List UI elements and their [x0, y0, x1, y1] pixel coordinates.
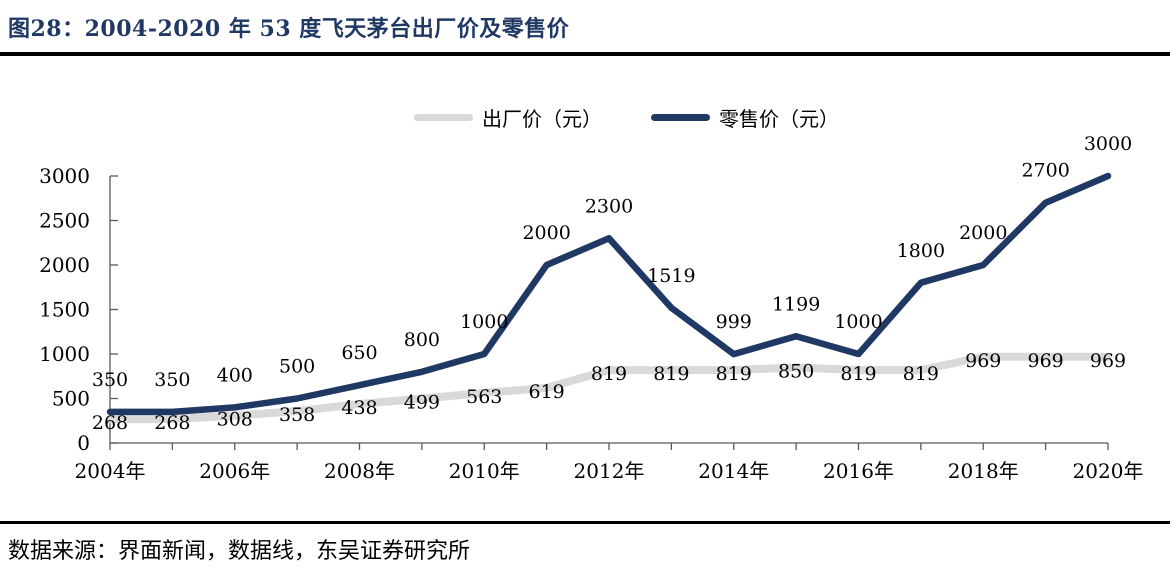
x-axis-label: 2016年 [823, 459, 894, 483]
factory-price-label: 969 [1090, 350, 1126, 372]
factory-price-label: 819 [903, 363, 939, 385]
x-axis-label: 2014年 [698, 459, 769, 483]
factory-price-label: 819 [653, 363, 689, 385]
factory-price-label: 819 [591, 363, 627, 385]
retail-price-label: 800 [404, 329, 440, 351]
factory-price-line [106, 352, 1112, 424]
factory-line-swatch [414, 114, 473, 121]
footer-rule [0, 521, 1170, 524]
data-source: 数据来源：界面新闻，数据线，东吴证券研究所 [8, 539, 471, 564]
factory-price-label: 268 [92, 412, 128, 434]
retail-price-label: 500 [279, 356, 315, 378]
retail-price-label: 2700 [1021, 160, 1069, 182]
retail-price-line [106, 172, 1112, 416]
y-axis-label: 0 [77, 431, 90, 455]
retail-price-label: 1519 [647, 265, 695, 287]
factory-price-label: 969 [965, 350, 1001, 372]
retail-price-label: 2000 [522, 222, 570, 244]
retail-price-label: 350 [154, 369, 190, 391]
x-axis-label: 2006年 [199, 459, 270, 483]
retail-price-label: 2000 [959, 222, 1007, 244]
y-axis-label: 500 [52, 387, 90, 411]
y-axis-label: 1000 [39, 342, 90, 366]
factory-price-label: 619 [528, 381, 564, 403]
factory-price-label: 819 [840, 363, 876, 385]
factory-price-label: 563 [466, 386, 502, 408]
factory-price-label: 308 [217, 409, 253, 431]
retail-line-swatch [651, 114, 710, 121]
factory-price-label: 358 [279, 404, 315, 426]
legend-label-factory: 出厂价（元） [482, 107, 602, 131]
retail-price-label: 350 [92, 369, 128, 391]
x-axis-label: 2010年 [449, 459, 520, 483]
factory-price-label: 969 [1027, 350, 1063, 372]
legend-item-retail: 零售价（元） [651, 103, 839, 132]
x-axis-label: 2004年 [75, 459, 146, 483]
retail-price-label: 1000 [834, 311, 882, 333]
retail-price-label: 3000 [1084, 133, 1132, 155]
factory-price-label: 268 [154, 412, 190, 434]
retail-price-label: 999 [716, 311, 752, 333]
factory-price-label: 438 [341, 397, 377, 419]
x-axis-label: 2020年 [1073, 459, 1144, 483]
figure-title: 图28：2004-2020 年 53 度飞天茅台出厂价及零售价 [8, 16, 570, 42]
retail-price-label: 650 [341, 342, 377, 364]
legend-item-factory: 出厂价（元） [414, 103, 602, 132]
retail-price-label: 1199 [772, 293, 820, 315]
y-axis-label: 3000 [39, 164, 90, 188]
x-axis-label: 2012年 [574, 459, 645, 483]
retail-price-label: 400 [217, 364, 253, 386]
retail-price-label: 1000 [460, 311, 508, 333]
factory-price-label: 850 [778, 360, 814, 382]
legend-label-retail: 零售价（元） [719, 107, 839, 131]
retail-price-label: 1800 [897, 240, 945, 262]
header-rule [0, 52, 1170, 56]
y-axis-label: 2000 [39, 253, 90, 277]
factory-price-label: 499 [404, 392, 440, 414]
y-axis-label: 1500 [39, 298, 90, 322]
x-axis-label: 2018年 [948, 459, 1019, 483]
x-axis-label: 2008年 [324, 459, 395, 483]
y-axis-label: 2500 [39, 209, 90, 233]
retail-price-label: 2300 [585, 195, 633, 217]
factory-price-label: 819 [716, 363, 752, 385]
